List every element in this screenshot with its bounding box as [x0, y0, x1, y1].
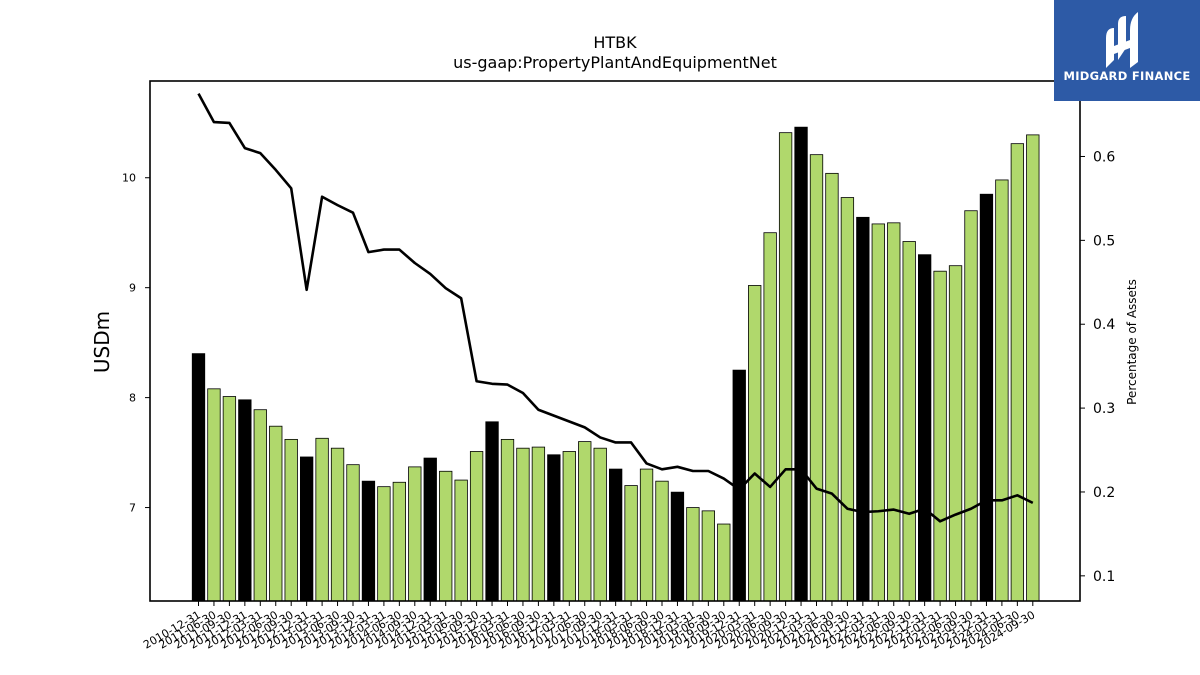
bar — [562, 451, 576, 602]
bar — [948, 265, 963, 602]
bar — [717, 523, 731, 602]
bar — [794, 126, 808, 602]
plot-frame — [149, 80, 1081, 602]
bar — [825, 172, 839, 602]
chart-subtitle: us-gaap:PropertyPlantAndEquipmentNet — [453, 53, 777, 72]
bar — [485, 421, 499, 602]
bar — [578, 441, 592, 602]
y2-tick-label: 0.1 — [1093, 569, 1115, 585]
logo-mark-icon — [1106, 12, 1138, 68]
bar — [531, 446, 546, 602]
y2-tick-label: 0.5 — [1093, 233, 1115, 249]
percentage-line — [197, 92, 1034, 523]
bar — [377, 486, 391, 602]
bar — [887, 222, 901, 602]
bar — [269, 425, 283, 602]
bar — [809, 154, 824, 602]
bar — [840, 197, 855, 602]
bar — [191, 353, 206, 602]
bar — [469, 451, 484, 602]
bar — [238, 399, 252, 602]
bar — [670, 491, 685, 602]
bar — [609, 468, 623, 602]
y-axis-label: USDm — [90, 311, 114, 373]
bar — [701, 510, 715, 602]
bar — [207, 388, 221, 602]
y-tick-label: 10 — [122, 172, 136, 185]
bar — [253, 409, 267, 602]
bar — [547, 454, 561, 602]
bar — [516, 447, 530, 602]
bar — [639, 468, 654, 602]
logo-text: MIDGARD FINANCE — [1063, 69, 1191, 83]
bar — [454, 479, 468, 602]
bar — [299, 456, 314, 602]
bar — [284, 438, 298, 602]
bar — [918, 254, 932, 602]
y2-tick-label: 0.2 — [1093, 485, 1115, 501]
bar — [979, 193, 994, 602]
y2-tick-label: 0.3 — [1093, 401, 1115, 417]
midgard-finance-logo: MIDGARD FINANCE — [1054, 0, 1200, 101]
bar — [346, 464, 360, 602]
bar — [361, 480, 376, 602]
bar — [408, 466, 422, 602]
y-tick-label: 9 — [129, 282, 136, 295]
y2-tick-label: 0.4 — [1093, 317, 1115, 333]
bar — [871, 223, 885, 602]
bar — [593, 447, 607, 602]
bar — [763, 232, 777, 602]
bar — [655, 480, 669, 602]
bar — [330, 447, 345, 602]
chart-title: HTBK — [593, 33, 637, 52]
y-tick-label: 8 — [129, 392, 136, 405]
bar — [995, 179, 1009, 602]
bar — [1010, 143, 1024, 602]
bar — [1026, 134, 1040, 602]
bar — [856, 216, 870, 602]
bar — [964, 210, 978, 602]
bar — [439, 470, 453, 602]
bar — [392, 481, 407, 602]
y-tick-label: 7 — [129, 502, 136, 515]
bar — [500, 438, 515, 602]
y2-tick-label: 0.6 — [1093, 149, 1115, 165]
bar — [778, 132, 793, 602]
bar — [624, 485, 638, 602]
bar — [423, 457, 437, 602]
bar — [902, 241, 916, 602]
bar — [222, 396, 237, 602]
bar — [748, 285, 762, 602]
bar — [686, 507, 700, 602]
bar — [933, 270, 947, 602]
y2-axis-label: Percentage of Assets — [1125, 279, 1139, 405]
bar — [315, 437, 329, 602]
